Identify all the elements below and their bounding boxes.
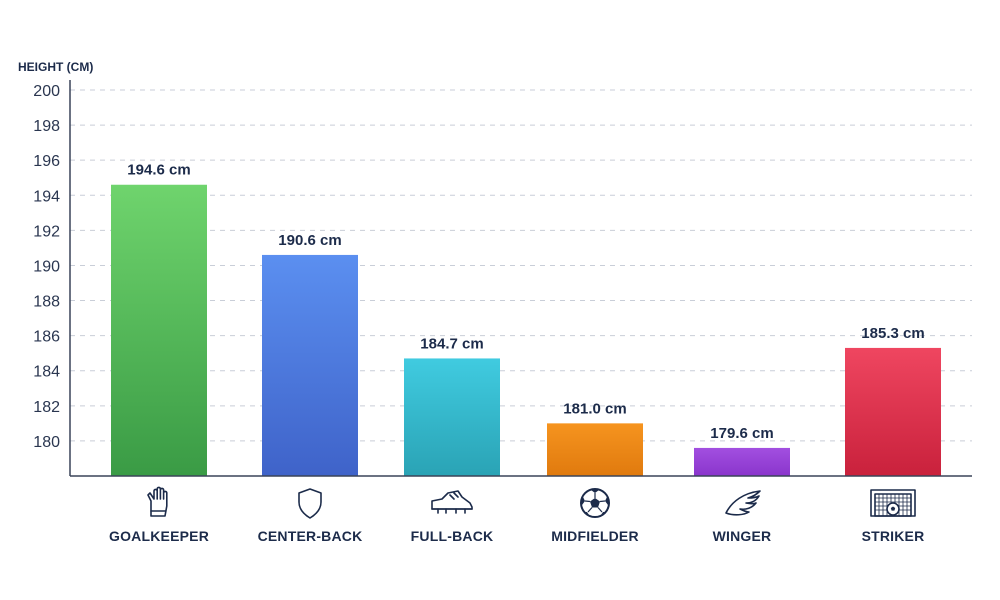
bar-striker [845,347,941,476]
goalkeeper-glove-icon [147,486,168,517]
y-tick-label: 190 [33,258,60,275]
y-tick-label: 196 [33,153,60,170]
bar-center-back [262,254,358,476]
gridlines [70,89,972,442]
bars [111,184,941,476]
value-label: 194.6 cm [127,162,190,179]
category-label: MIDFIELDER [551,528,639,544]
value-label: 190.6 cm [278,232,341,249]
y-axis-title: HEIGHT (CM) [18,60,93,74]
bar-midfielder [547,423,643,476]
value-label: 184.7 cm [420,335,483,352]
category-label: WINGER [713,528,772,544]
y-tick-label: 182 [33,399,60,416]
y-tick-label: 188 [33,294,60,311]
y-tick-label: 194 [33,188,60,205]
wing-icon [725,490,761,516]
category-labels: GOALKEEPER CENTER-BACK FULL-BACK MIDFIELDER… [109,528,924,544]
category-label: CENTER-BACK [258,528,363,544]
value-labels: 194.6 cm 190.6 cm 184.7 cm 181.0 cm 179.6 cm… [127,162,924,442]
y-tick-label: 198 [33,118,60,135]
shield-icon [298,488,322,519]
value-label: 181.0 cm [563,400,626,417]
y-tick-label: 192 [33,223,60,240]
bar-full-back [404,358,500,476]
y-tick-label: 180 [33,434,60,451]
category-label: FULL-BACK [411,528,494,544]
bar-winger [694,447,790,476]
soccer-ball-icon [580,488,610,518]
y-tick-label: 184 [33,364,60,381]
bar-goalkeeper [111,184,207,476]
y-tick-label: 186 [33,329,60,346]
value-label: 185.3 cm [861,325,924,342]
category-label: STRIKER [862,528,925,544]
category-label: GOALKEEPER [109,528,209,544]
football-boot-icon [431,490,473,514]
y-tick-label: 200 [33,83,60,100]
y-axis-ticks: 180 182 184 186 188 190 192 194 196 198 200 [33,83,60,451]
value-label: 179.6 cm [710,425,773,442]
goal-net-icon [870,489,916,517]
